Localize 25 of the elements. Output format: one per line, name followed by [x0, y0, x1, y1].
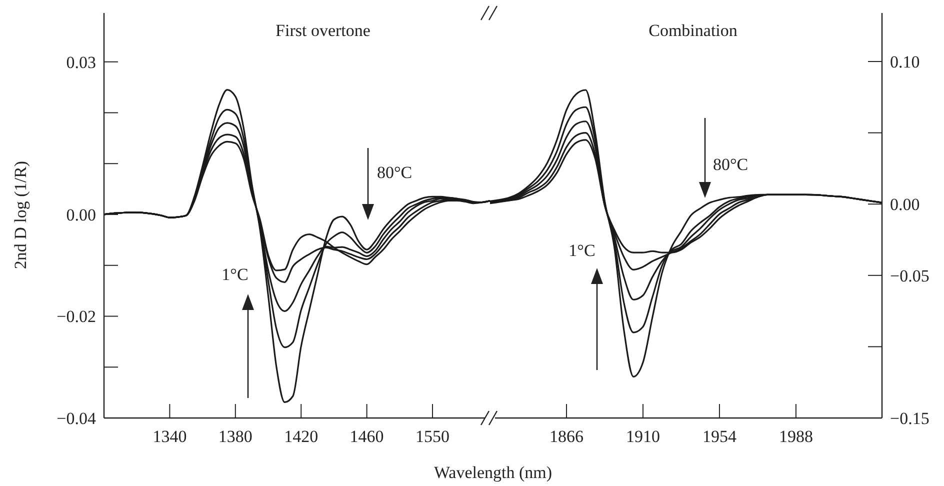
- x-tick-label: 1954: [702, 427, 737, 446]
- text: Combination: [648, 21, 738, 40]
- annotation: 80°C: [377, 163, 412, 182]
- x-tick-label: 1460: [350, 427, 384, 446]
- x-tick-label: 1910: [626, 427, 660, 446]
- x-axis-title: Wavelength (nm): [434, 463, 552, 482]
- x-tick-label: 1866: [549, 427, 584, 446]
- x-tick-label: 1420: [284, 427, 318, 446]
- y-axis-title: 2nd D log (1/R): [11, 160, 30, 270]
- x-tick-label: 1550: [416, 427, 450, 446]
- y2-tick-label: −0.05: [890, 266, 930, 286]
- annotation: 80°C: [713, 155, 748, 174]
- x-tick-label: 1380: [218, 427, 252, 446]
- x-tick-label: 1340: [152, 427, 187, 446]
- annotation: 1°C: [222, 265, 248, 284]
- y2-tick-label: 0.10: [890, 52, 920, 72]
- y-tick-label: 0.00: [66, 205, 96, 224]
- y-tick-label: −0.04: [56, 408, 96, 428]
- annotation: 1°C: [568, 241, 596, 260]
- y2-tick-label: 0.00: [890, 195, 920, 214]
- y2-tick-label: −0.15: [890, 408, 930, 428]
- y-tick-label: 0.03: [66, 52, 96, 72]
- y-tick-label: −0.02: [56, 307, 96, 326]
- x-tick-label: 1988: [778, 427, 813, 446]
- text: First overtone: [276, 21, 370, 40]
